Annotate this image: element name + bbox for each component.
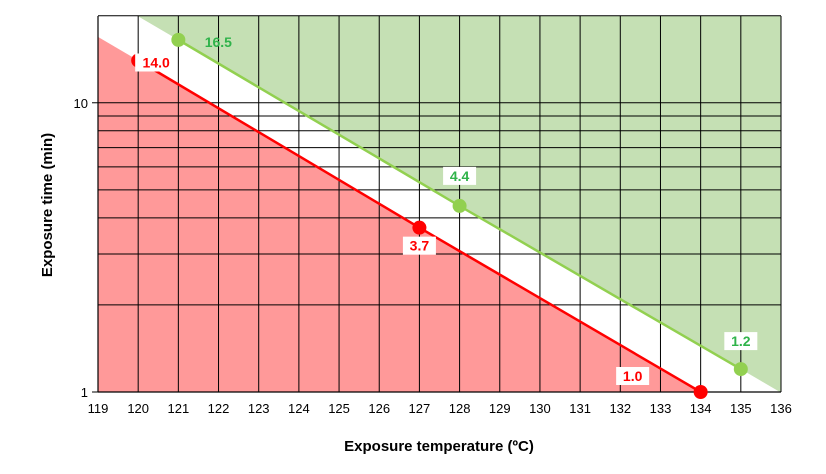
data-point [171, 32, 186, 47]
data-label-bg [443, 166, 477, 185]
data-label: 1.2 [731, 333, 751, 349]
data-label-bg [135, 53, 178, 72]
x-tick-label: 129 [489, 401, 511, 416]
x-tick-label: 119 [88, 401, 109, 416]
x-tick-label: 122 [208, 401, 230, 416]
data-label-bg [402, 236, 436, 255]
data-point [452, 198, 467, 213]
series-group: 14.0 3.7 1.0 16.5 4.4 1.2 [131, 32, 758, 399]
x-tick-label: 128 [449, 401, 471, 416]
x-tick-label: 131 [569, 401, 591, 416]
x-tick-label: 121 [168, 401, 190, 416]
x-tick-label: 120 [127, 401, 149, 416]
tick-labels: 119 120 121 122 123 124 125 126 127 128 129 130 131 1… [74, 96, 792, 416]
data-label: 4.4 [450, 168, 470, 184]
x-tick-label: 125 [328, 401, 350, 416]
x-tick-label: 133 [650, 401, 672, 416]
data-label-bg [724, 332, 758, 351]
x-tick-label: 127 [409, 401, 431, 416]
data-label: 16.5 [205, 34, 232, 50]
x-axis-title: Exposure temperature (ºC) [344, 438, 534, 455]
data-point [733, 362, 748, 377]
y-axis-title: Exposure time (min) [39, 133, 56, 277]
x-tick-label: 126 [368, 401, 390, 416]
x-tick-label: 134 [690, 401, 712, 416]
y-tick-label: 10 [74, 96, 88, 111]
gridlines [97, 15, 782, 392]
data-label: 3.7 [410, 238, 430, 254]
data-point [412, 220, 427, 235]
region-fills [98, 16, 781, 392]
axes [92, 16, 781, 393]
data-label: 1.0 [623, 368, 643, 384]
y-tick-label: 1 [81, 385, 88, 400]
x-tick-label: 123 [248, 401, 270, 416]
data-point [693, 385, 708, 399]
x-tick-label: 135 [730, 401, 752, 416]
x-tick-label: 130 [529, 401, 551, 416]
x-tick-label: 124 [288, 401, 310, 416]
data-label-bg [616, 367, 650, 385]
x-tick-label: 132 [609, 401, 631, 416]
x-tick-label: 136 [770, 401, 792, 416]
data-label: 14.0 [143, 55, 170, 71]
